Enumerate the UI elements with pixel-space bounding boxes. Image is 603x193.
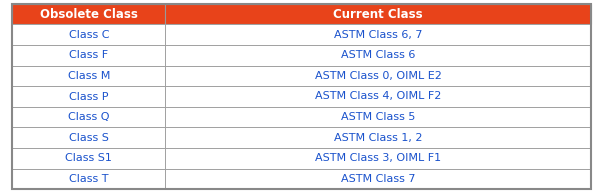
Bar <box>12 107 165 127</box>
Text: ASTM Class 6: ASTM Class 6 <box>341 50 415 60</box>
Text: Class S: Class S <box>69 133 109 143</box>
Text: ASTM Class 7: ASTM Class 7 <box>341 174 415 184</box>
Bar <box>12 148 165 168</box>
Bar <box>165 45 591 66</box>
Bar <box>165 168 591 189</box>
Text: ASTM Class 3, OIML F1: ASTM Class 3, OIML F1 <box>315 153 441 163</box>
Bar <box>165 107 591 127</box>
Bar <box>12 4 165 25</box>
Text: Current Class: Current Class <box>333 8 423 21</box>
Text: ASTM Class 4, OIML F2: ASTM Class 4, OIML F2 <box>315 91 441 102</box>
Bar <box>12 25 165 45</box>
Bar <box>165 66 591 86</box>
Bar <box>165 4 591 25</box>
Bar <box>12 168 165 189</box>
Text: Class P: Class P <box>69 91 109 102</box>
Text: Class C: Class C <box>69 30 109 40</box>
Bar <box>165 25 591 45</box>
Text: ASTM Class 6, 7: ASTM Class 6, 7 <box>334 30 423 40</box>
Text: ASTM Class 5: ASTM Class 5 <box>341 112 415 122</box>
Bar <box>165 86 591 107</box>
Bar <box>12 45 165 66</box>
Text: Class M: Class M <box>68 71 110 81</box>
Text: Class S1: Class S1 <box>65 153 112 163</box>
Text: Class F: Class F <box>69 50 109 60</box>
Bar <box>12 66 165 86</box>
Text: Class T: Class T <box>69 174 109 184</box>
Text: Obsolete Class: Obsolete Class <box>40 8 137 21</box>
Text: ASTM Class 0, OIML E2: ASTM Class 0, OIML E2 <box>315 71 441 81</box>
Text: ASTM Class 1, 2: ASTM Class 1, 2 <box>334 133 423 143</box>
Bar <box>165 127 591 148</box>
Bar <box>12 86 165 107</box>
Text: Class Q: Class Q <box>68 112 110 122</box>
Bar <box>12 127 165 148</box>
Bar <box>165 148 591 168</box>
